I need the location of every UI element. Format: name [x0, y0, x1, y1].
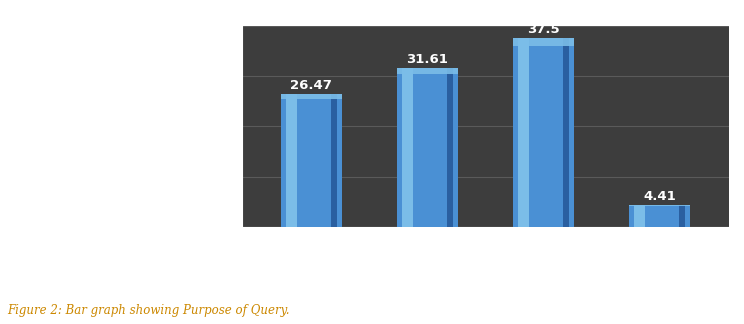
Text: Figure 2: Bar graph showing Purpose of Query.: Figure 2: Bar graph showing Purpose of Q… [7, 304, 290, 317]
Bar [513, 39, 574, 46]
Bar [629, 205, 690, 206]
Text: 37.5: 37.5 [527, 23, 559, 37]
Bar [446, 68, 453, 227]
Bar [679, 205, 684, 227]
Bar [518, 39, 529, 227]
Bar [281, 94, 341, 99]
Text: 31.61: 31.61 [406, 53, 449, 66]
Bar [331, 94, 337, 227]
Bar [281, 94, 341, 227]
Bar [629, 205, 690, 227]
Text: 4.41: 4.41 [643, 190, 676, 202]
Text: 26.47: 26.47 [290, 79, 333, 92]
Bar [397, 68, 458, 227]
Bar [402, 68, 413, 227]
Bar [562, 39, 569, 227]
Bar [513, 39, 574, 227]
Bar [397, 68, 458, 75]
Bar [634, 205, 645, 227]
Bar [286, 94, 297, 227]
